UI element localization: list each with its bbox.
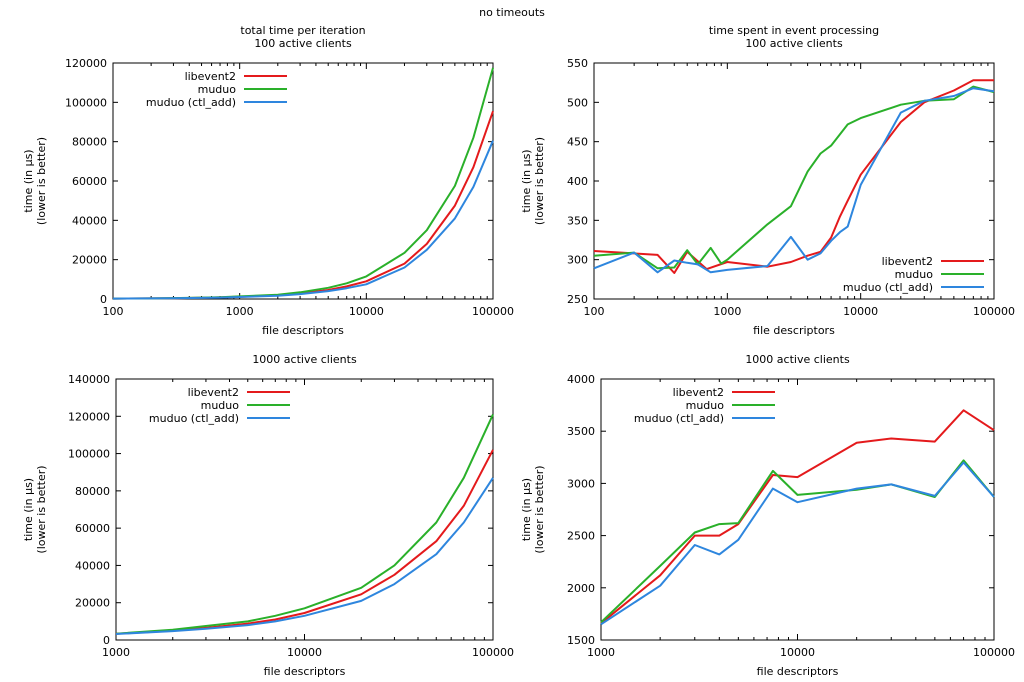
legend-label: muduo [686, 399, 725, 412]
x-tick-label: 1000 [713, 305, 741, 318]
y-tick-label: 80000 [72, 136, 107, 149]
x-tick-label: 100 [103, 305, 124, 318]
x-tick-label: 100 [584, 305, 605, 318]
y-tick-label: 550 [567, 57, 588, 70]
y-tick-label: 1500 [567, 634, 595, 647]
chart-title-line: 1000 active clients [252, 353, 357, 366]
x-tick-label: 1000 [102, 646, 130, 659]
series-line [593, 87, 995, 274]
x-axis-label: file descriptors [264, 665, 346, 678]
series-line [115, 477, 494, 635]
chart-title-line: 100 active clients [254, 37, 352, 50]
y-axis-label-line: time (in µs) [22, 149, 35, 212]
legend-label: muduo (ctl_add) [843, 281, 933, 294]
y-tick-label: 250 [567, 293, 588, 306]
y-axis-label-line: (lower is better) [35, 137, 48, 225]
y-tick-label: 140000 [68, 373, 110, 386]
series-line [600, 461, 995, 626]
legend-label: libevent2 [185, 70, 236, 83]
y-axis-label-line: (lower is better) [35, 465, 48, 553]
legend-label: muduo (ctl_add) [634, 412, 724, 425]
series-line [593, 79, 994, 274]
y-tick-label: 120000 [68, 410, 110, 423]
y-tick-label: 500 [567, 96, 588, 109]
legend-label: muduo [198, 83, 237, 96]
series-line [115, 449, 494, 635]
y-axis-label-line: (lower is better) [533, 465, 546, 553]
x-axis-label: file descriptors [757, 665, 839, 678]
chart-title-line: 100 active clients [745, 37, 843, 50]
x-axis-label: file descriptors [753, 324, 835, 337]
y-tick-label: 20000 [75, 597, 110, 610]
x-tick-label: 100000 [973, 646, 1015, 659]
legend-label: muduo [201, 399, 240, 412]
x-tick-label: 100000 [472, 646, 514, 659]
x-tick-label: 10000 [780, 646, 815, 659]
legend-label: libevent2 [673, 386, 724, 399]
y-tick-label: 60000 [75, 522, 110, 535]
y-tick-label: 0 [103, 634, 110, 647]
chart-panel-3: 1000 active clients 0 20000 40000 60000 80000… [22, 353, 514, 678]
y-axis-label-line: (lower is better) [533, 137, 546, 225]
y-tick-label: 20000 [72, 254, 107, 267]
x-tick-label: 100000 [973, 305, 1015, 318]
chart-panel-4: 1000 active clients 1500 2000 2500 3000 3500 4… [520, 353, 1015, 678]
y-tick-label: 100000 [68, 448, 110, 461]
x-tick-label: 10000 [843, 305, 878, 318]
y-tick-label: 3500 [567, 425, 595, 438]
x-tick-label: 100000 [472, 305, 514, 318]
y-tick-label: 400 [567, 175, 588, 188]
y-tick-label: 100000 [65, 96, 107, 109]
y-tick-label: 40000 [72, 214, 107, 227]
x-tick-label: 1000 [226, 305, 254, 318]
y-tick-label: 0 [100, 293, 107, 306]
series-line [600, 409, 995, 625]
legend-label: libevent2 [882, 255, 933, 268]
series-line [115, 413, 494, 635]
y-tick-label: 2500 [567, 530, 595, 543]
y-tick-label: 300 [567, 254, 588, 267]
y-tick-label: 4000 [567, 373, 595, 386]
x-tick-label: 1000 [587, 646, 615, 659]
y-axis-label-line: time (in µs) [22, 478, 35, 541]
series-line [600, 459, 995, 624]
page-title: no timeouts [479, 6, 545, 19]
y-tick-label: 2000 [567, 582, 595, 595]
series-line [112, 140, 494, 300]
y-axis-label-line: time (in µs) [520, 149, 533, 212]
y-tick-label: 60000 [72, 175, 107, 188]
y-tick-label: 350 [567, 214, 588, 227]
x-axis-label: file descriptors [262, 324, 344, 337]
chart-title-line: 1000 active clients [745, 353, 850, 366]
legend-label: muduo (ctl_add) [149, 412, 239, 425]
legend-label: libevent2 [188, 386, 239, 399]
chart-title-line: time spent in event processing [709, 24, 879, 37]
legend-label: muduo (ctl_add) [146, 96, 236, 109]
y-tick-label: 120000 [65, 57, 107, 70]
series-line [112, 110, 494, 300]
y-tick-label: 80000 [75, 485, 110, 498]
y-tick-label: 40000 [75, 559, 110, 572]
y-tick-label: 3000 [567, 477, 595, 490]
y-axis-label-line: time (in µs) [520, 478, 533, 541]
chart-title-line: total time per iteration [240, 24, 365, 37]
x-tick-label: 10000 [287, 646, 322, 659]
y-tick-label: 450 [567, 136, 588, 149]
x-tick-label: 10000 [349, 305, 384, 318]
legend-label: muduo [895, 268, 934, 281]
